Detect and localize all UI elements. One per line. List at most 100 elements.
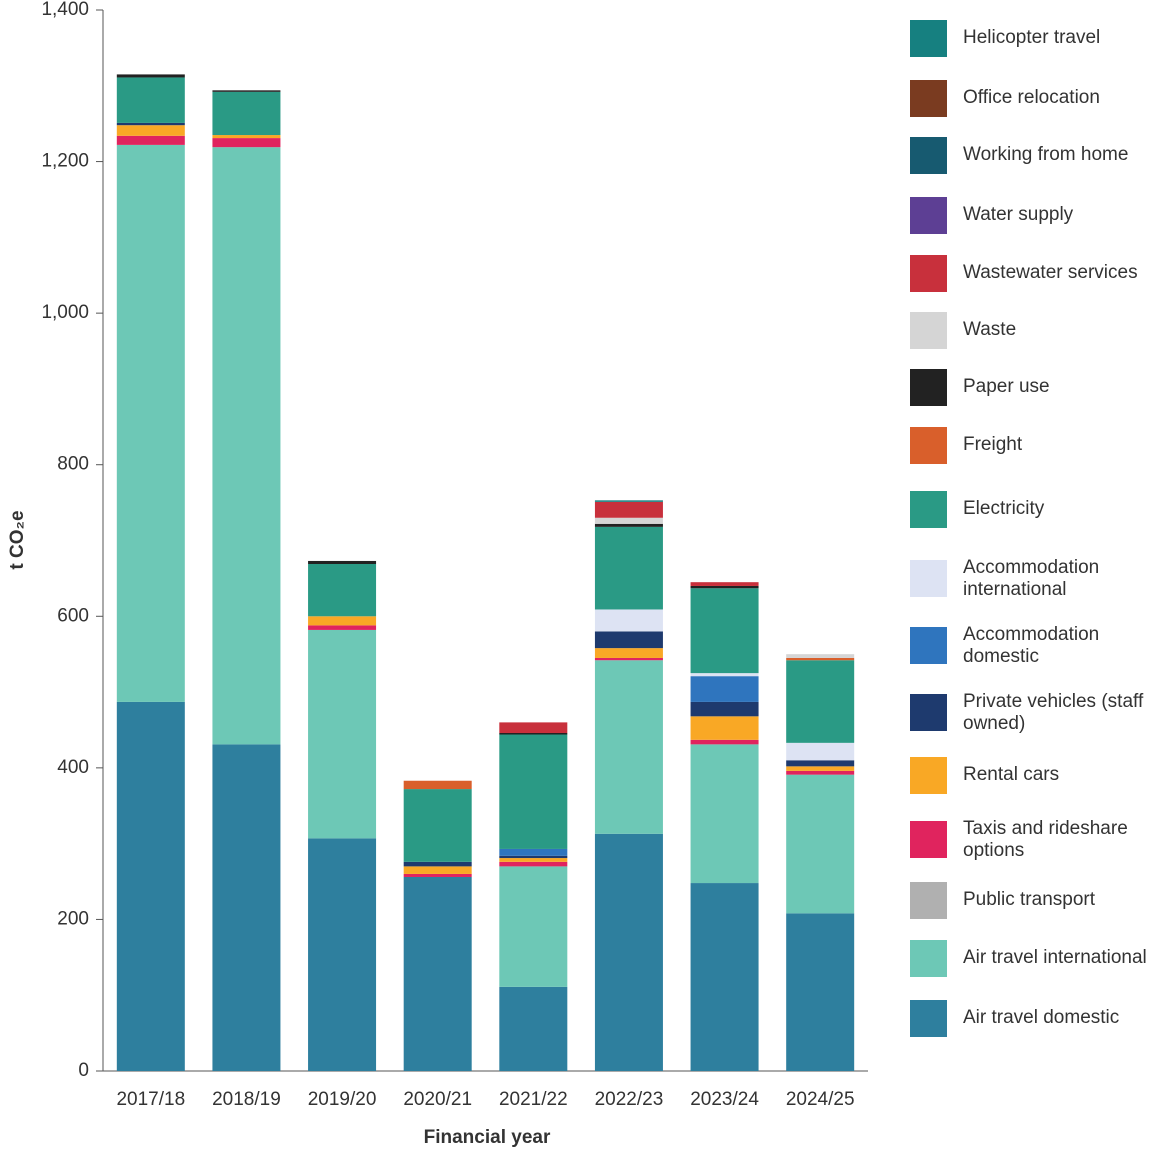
legend-item: Accommodation domestic (910, 624, 1163, 668)
y-tick-label: 600 (57, 605, 89, 626)
legend-item: Helicopter travel (910, 19, 1163, 57)
legend-swatch (910, 368, 947, 406)
bar-segment (116, 77, 185, 123)
bar-segment (212, 135, 281, 139)
legend-item: Public transport (910, 881, 1163, 919)
bar-segment (594, 833, 663, 1071)
legend-swatch (910, 490, 947, 528)
bar-segment (499, 858, 568, 862)
legend-label: Accommodation domestic (963, 623, 1100, 667)
legend-item: Air travel international (910, 939, 1163, 977)
legend-item: Working from home (910, 136, 1163, 174)
bar-segment (786, 660, 855, 743)
bar-segment (499, 866, 568, 987)
bar-segment (786, 766, 855, 771)
legend-item: Rental cars (910, 756, 1163, 794)
x-tick-label: 2019/20 (308, 1089, 377, 1110)
bar-segment (499, 734, 568, 849)
legend-swatch (910, 19, 947, 57)
bar-segment (786, 760, 855, 767)
bar-segment (594, 500, 663, 502)
legend-item: Office relocation (910, 79, 1163, 117)
legend-label: Air travel international (963, 947, 1147, 968)
bar-segment (594, 657, 663, 661)
bar-segment (690, 585, 759, 589)
x-tick-label: 2020/21 (403, 1089, 472, 1110)
bar-segment (690, 588, 759, 674)
legend-swatch (910, 939, 947, 977)
legend-swatch (910, 756, 947, 794)
bar-segment (690, 701, 759, 717)
legend-item: Accommodation international (910, 557, 1163, 601)
bar-segment (690, 676, 759, 702)
legend-item: Freight (910, 426, 1163, 464)
legend-swatch (910, 560, 947, 597)
bar-segment (116, 135, 185, 145)
legend-label: Rental cars (963, 764, 1060, 785)
legend-swatch (910, 426, 947, 464)
y-tick-label: 1,400 (41, 0, 89, 20)
bar-segment (308, 563, 377, 617)
legend-label: Office relocation (963, 87, 1100, 108)
bar-segment (690, 673, 759, 677)
legend-item: Paper use (910, 368, 1163, 406)
bar-segment (116, 122, 185, 126)
bar-segment (690, 744, 759, 884)
y-tick-label: 400 (57, 757, 89, 778)
legend-item: Water supply (910, 196, 1163, 234)
bar-segment (116, 144, 185, 702)
legend-label: Paper use (963, 376, 1050, 397)
legend-item: Taxis and rideshare options (910, 818, 1163, 862)
bar-segment (403, 873, 472, 877)
legend-item: Private vehicles (staff owned) (910, 691, 1163, 735)
bar-segment (403, 866, 472, 874)
bar-segment (786, 654, 855, 658)
bar-segment (786, 657, 855, 661)
bar-segment (499, 855, 568, 859)
bar-segment (116, 125, 185, 136)
bar-segment (786, 770, 855, 775)
bar-segment (594, 526, 663, 610)
legend-label: Freight (963, 434, 1023, 455)
bar-segment (594, 517, 663, 524)
legend-item: Wastewater services (910, 254, 1163, 292)
bar-segment (499, 861, 568, 867)
y-tick-label: 1,200 (41, 151, 89, 172)
legend-swatch (910, 881, 947, 919)
legend-swatch (910, 627, 947, 664)
legend-label: Taxis and rideshare options (963, 817, 1128, 861)
y-tick-label: 800 (57, 454, 89, 475)
y-tick-label: 0 (78, 1060, 89, 1081)
bar-segment (690, 582, 759, 586)
legend-label: Helicopter travel (963, 27, 1101, 48)
bar-segment (403, 861, 472, 867)
legend-label: Public transport (963, 889, 1096, 910)
bar-segment (308, 616, 377, 626)
legend-label: Accommodation international (963, 556, 1100, 600)
bar-segment (499, 986, 568, 1071)
x-tick-label: 2022/23 (595, 1089, 664, 1110)
bar-segment (594, 523, 663, 527)
legend-label: Air travel domestic (963, 1007, 1120, 1028)
bar-segment (212, 138, 281, 148)
bar-segment (594, 660, 663, 834)
bar-segment (116, 74, 185, 78)
x-tick-label: 2017/18 (116, 1089, 185, 1110)
bar-segment (499, 722, 568, 733)
bar-segment (594, 501, 663, 518)
legend-item: Waste (910, 311, 1163, 349)
bar-segment (308, 629, 377, 839)
legend-swatch (910, 79, 947, 117)
legend-item: Electricity (910, 490, 1163, 528)
bar-segment (308, 625, 377, 630)
legend-label: Private vehicles (staff owned) (963, 690, 1144, 734)
y-tick-label: 1,000 (41, 302, 89, 323)
bar-segment (403, 780, 472, 790)
bar-segment (116, 701, 185, 1071)
bar-segment (499, 732, 568, 735)
bar-segment (594, 609, 663, 632)
bar-segment (786, 742, 855, 761)
bar-segment (594, 631, 663, 649)
